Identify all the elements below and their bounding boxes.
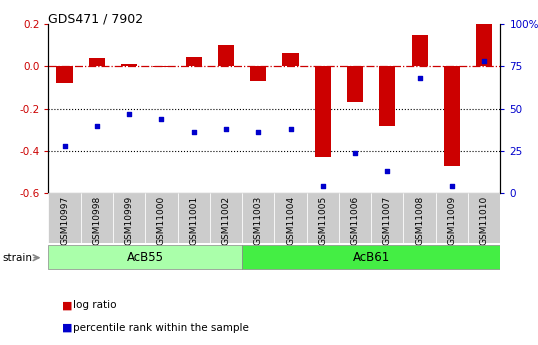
Point	[222, 126, 230, 132]
Bar	[404, 193, 436, 243]
Text: AcB55: AcB55	[127, 250, 164, 264]
Bar	[379, 66, 395, 126]
Bar	[242, 193, 274, 243]
Bar	[315, 66, 331, 157]
Bar	[468, 193, 500, 243]
Text: ■: ■	[62, 300, 73, 310]
Text: GSM11007: GSM11007	[383, 196, 392, 245]
Text: GSM10997: GSM10997	[60, 196, 69, 245]
Bar	[282, 53, 299, 66]
Bar	[250, 66, 266, 81]
Bar	[56, 66, 73, 83]
Bar	[339, 193, 371, 243]
Bar	[307, 193, 339, 243]
Text: GSM10998: GSM10998	[93, 196, 101, 245]
Text: GSM10999: GSM10999	[125, 196, 133, 245]
Text: GSM11008: GSM11008	[415, 196, 424, 245]
Bar	[274, 193, 307, 243]
Bar	[48, 193, 81, 243]
Text: log ratio: log ratio	[73, 300, 116, 310]
Point	[125, 111, 133, 117]
Point	[157, 116, 166, 121]
Bar	[121, 64, 137, 66]
Bar	[476, 24, 492, 66]
Text: GSM11005: GSM11005	[318, 196, 327, 245]
Point	[286, 126, 295, 132]
Text: GSM11004: GSM11004	[286, 196, 295, 245]
Bar	[145, 193, 178, 243]
Bar	[153, 66, 169, 68]
Bar	[218, 45, 234, 66]
Text: GSM11000: GSM11000	[157, 196, 166, 245]
Text: GSM11006: GSM11006	[351, 196, 359, 245]
Text: AcB61: AcB61	[352, 250, 390, 264]
Point	[318, 184, 327, 189]
Text: ■: ■	[62, 323, 73, 333]
Point	[480, 59, 489, 64]
Text: GSM11003: GSM11003	[254, 196, 263, 245]
Bar	[81, 193, 113, 243]
Bar	[186, 57, 202, 66]
Text: strain: strain	[3, 253, 33, 263]
Point	[93, 123, 101, 128]
Point	[351, 150, 359, 155]
Bar	[242, 245, 500, 269]
Bar	[178, 193, 210, 243]
Point	[60, 143, 69, 149]
Bar	[444, 66, 460, 166]
Bar	[347, 66, 363, 102]
Point	[189, 130, 198, 135]
Point	[415, 76, 424, 81]
Text: GSM11009: GSM11009	[448, 196, 456, 245]
Bar	[113, 193, 145, 243]
Text: GSM11001: GSM11001	[189, 196, 198, 245]
Text: percentile rank within the sample: percentile rank within the sample	[73, 323, 249, 333]
Text: GSM11010: GSM11010	[480, 196, 489, 245]
Point	[383, 168, 392, 174]
Text: GSM11002: GSM11002	[222, 196, 230, 245]
Bar	[371, 193, 404, 243]
Bar	[436, 193, 468, 243]
Point	[254, 130, 263, 135]
Bar	[412, 35, 428, 66]
Bar	[210, 193, 242, 243]
Bar	[48, 245, 242, 269]
Text: GDS471 / 7902: GDS471 / 7902	[48, 12, 144, 25]
Point	[448, 184, 456, 189]
Bar	[89, 58, 105, 66]
